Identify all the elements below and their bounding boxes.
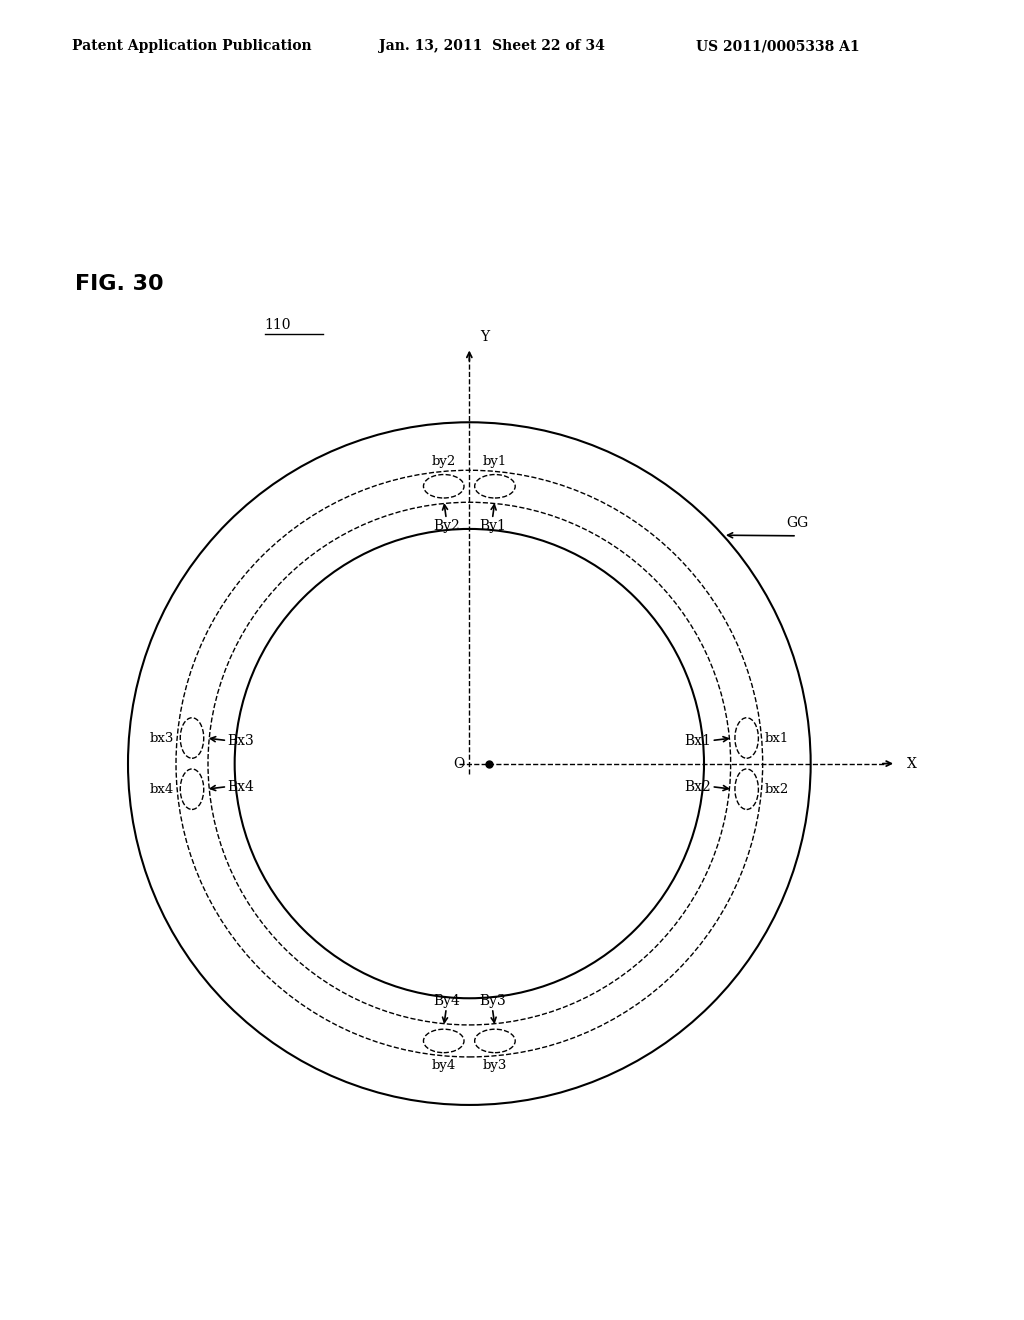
Text: Bx1: Bx1 — [685, 734, 712, 747]
Text: by1: by1 — [482, 455, 507, 469]
Text: bx1: bx1 — [765, 731, 790, 744]
Text: bx4: bx4 — [150, 783, 174, 796]
Text: X: X — [906, 756, 916, 771]
Text: By2: By2 — [433, 519, 460, 533]
Text: FIG. 30: FIG. 30 — [75, 275, 163, 294]
Text: by4: by4 — [431, 1059, 456, 1072]
Text: by3: by3 — [482, 1059, 507, 1072]
Text: Jan. 13, 2011  Sheet 22 of 34: Jan. 13, 2011 Sheet 22 of 34 — [379, 40, 605, 53]
Text: GG: GG — [786, 516, 809, 531]
Text: O: O — [453, 756, 464, 771]
Text: by2: by2 — [431, 455, 456, 469]
Text: bx2: bx2 — [765, 783, 790, 796]
Text: US 2011/0005338 A1: US 2011/0005338 A1 — [696, 40, 860, 53]
Text: 110: 110 — [264, 318, 291, 331]
Text: Bx4: Bx4 — [227, 780, 254, 793]
Text: By3: By3 — [479, 994, 506, 1008]
Text: Y: Y — [480, 330, 489, 345]
Text: Bx3: Bx3 — [227, 734, 254, 747]
Text: Patent Application Publication: Patent Application Publication — [72, 40, 311, 53]
Text: Bx2: Bx2 — [685, 780, 712, 793]
Text: By1: By1 — [479, 519, 506, 533]
Text: bx3: bx3 — [150, 731, 174, 744]
Text: By4: By4 — [433, 994, 460, 1008]
